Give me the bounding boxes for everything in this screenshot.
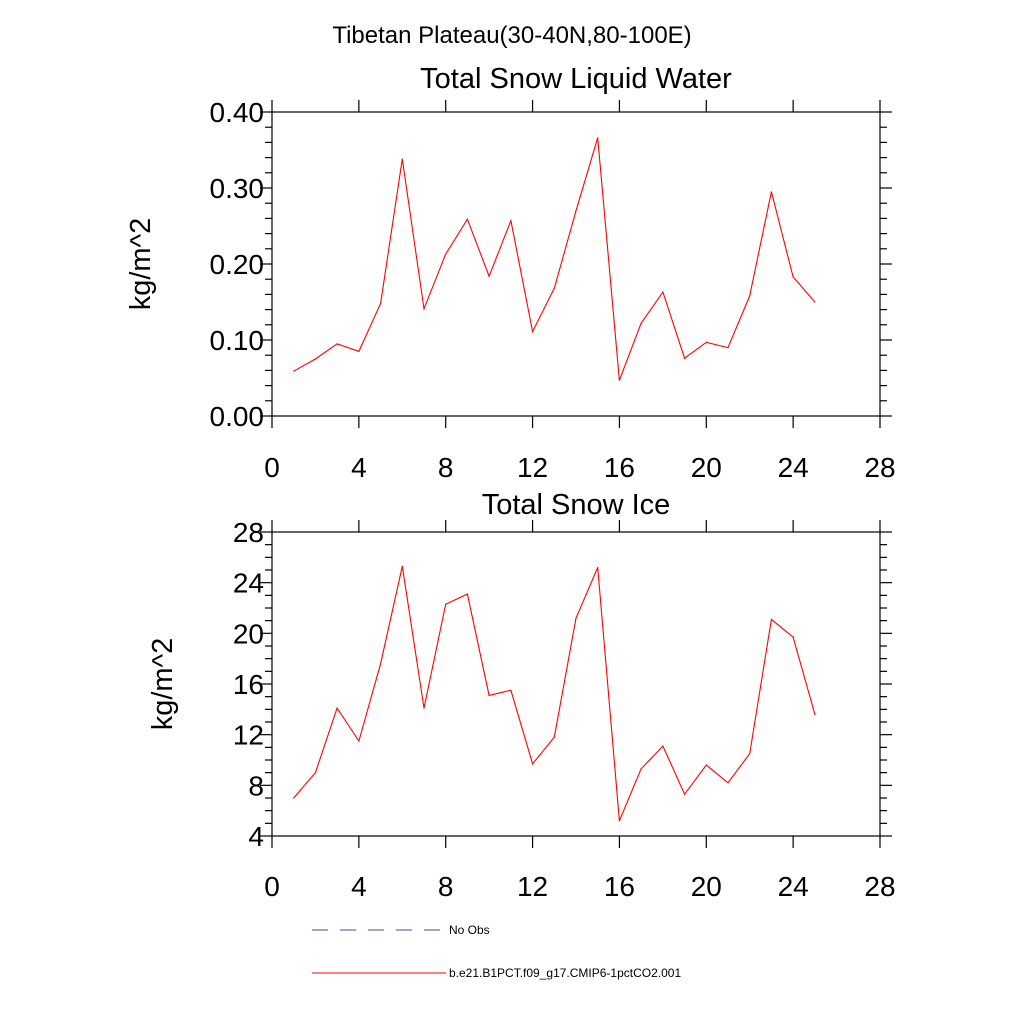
- figure-suptitle: Tibetan Plateau(30-40N,80-100E): [332, 22, 691, 49]
- chart-title: Total Snow Ice: [482, 489, 671, 521]
- data-point: [814, 301, 816, 303]
- data-point: [575, 617, 577, 619]
- x-tick-label: 20: [691, 871, 722, 902]
- data-point: [401, 158, 403, 160]
- data-point: [792, 276, 794, 278]
- data-point: [423, 707, 425, 709]
- y-tick-label: 0.00: [210, 401, 265, 432]
- x-tick-label: 0: [264, 452, 280, 483]
- data-point: [379, 302, 382, 305]
- y-tick-label: 0.20: [210, 249, 265, 280]
- y-tick-label: 4: [248, 821, 264, 852]
- data-point: [683, 793, 686, 795]
- data-point: [705, 341, 707, 343]
- data-point: [640, 768, 642, 770]
- legend-label-model: b.e21.B1PCT.f09_g17.CMIP6-1pctCO2.001: [449, 966, 681, 980]
- y-tick-label: 24: [233, 568, 264, 599]
- data-point: [531, 763, 534, 765]
- data-point: [597, 137, 599, 139]
- x-tick-label: 12: [517, 452, 548, 483]
- x-tick-label: 8: [438, 871, 454, 902]
- y-tick-label: 0.40: [210, 97, 265, 128]
- data-point: [314, 358, 317, 360]
- chart-title: Total Snow Liquid Water: [420, 63, 732, 95]
- data-point: [445, 603, 447, 605]
- data-point: [749, 295, 751, 297]
- data-point: [618, 820, 621, 822]
- x-tick-label: 4: [351, 871, 367, 902]
- series-line: [293, 566, 816, 822]
- data-point: [358, 350, 360, 352]
- data-point: [488, 275, 490, 277]
- y-axis-label: kg/m^2: [125, 218, 157, 311]
- data-point: [553, 287, 555, 289]
- x-tick-label: 0: [264, 871, 280, 902]
- data-point: [466, 593, 469, 595]
- data-point: [662, 291, 664, 293]
- data-point: [814, 713, 816, 716]
- data-point: [575, 210, 577, 212]
- data-point: [597, 566, 599, 569]
- y-tick-label: 16: [233, 669, 264, 700]
- data-point: [401, 565, 403, 567]
- plot-frame: [271, 111, 881, 417]
- data-point: [510, 689, 512, 691]
- data-point: [770, 191, 773, 193]
- x-tick-label: 4: [351, 452, 367, 483]
- y-tick-label: 12: [233, 720, 264, 751]
- x-tick-label: 12: [517, 871, 548, 902]
- x-tick-label: 20: [691, 452, 722, 483]
- data-point: [705, 764, 707, 766]
- y-axis-label: kg/m^2: [147, 638, 179, 731]
- x-tick-label: 28: [864, 452, 895, 483]
- x-tick-label: 24: [778, 871, 809, 902]
- data-point: [379, 663, 382, 665]
- data-point: [662, 745, 664, 747]
- data-point: [423, 308, 425, 310]
- data-point: [727, 347, 729, 349]
- chart-panel-snow-liquid-water: Total Snow Liquid Water kg/m^2 0 4 8 12 16 20 24…: [125, 63, 896, 483]
- x-tick-label: 16: [604, 871, 635, 902]
- x-tick-label: 16: [604, 452, 635, 483]
- data-point: [640, 322, 642, 324]
- data-point: [531, 331, 534, 333]
- legend-label-no-obs: No Obs: [449, 923, 490, 937]
- data-point: [336, 707, 338, 709]
- y-tick-label: 8: [248, 770, 264, 801]
- x-tick-label: 8: [438, 452, 454, 483]
- data-point: [727, 782, 729, 784]
- data-point: [488, 694, 490, 697]
- data-point: [293, 797, 295, 799]
- data-point: [314, 772, 317, 774]
- x-tick-label: 24: [778, 452, 809, 483]
- y-tick-label: 28: [233, 517, 264, 548]
- data-point: [336, 343, 338, 345]
- data-point: [749, 753, 751, 755]
- data-point: [553, 736, 555, 738]
- y-tick-label: 0.10: [210, 325, 265, 356]
- y-tick-label: 0.30: [210, 173, 265, 204]
- data-point: [618, 379, 621, 381]
- x-tick-label: 28: [864, 871, 895, 902]
- y-tick-label: 20: [233, 618, 264, 649]
- data-point: [510, 220, 512, 222]
- data-point: [445, 253, 447, 255]
- data-point: [683, 357, 686, 359]
- data-point: [293, 370, 295, 372]
- data-point: [466, 218, 469, 220]
- plot-frame: [271, 531, 881, 837]
- series-line: [293, 137, 816, 381]
- data-point: [792, 636, 794, 638]
- legend: No Obs b.e21.B1PCT.f09_g17.CMIP6-1pctCO2…: [312, 923, 681, 980]
- data-point: [770, 618, 773, 621]
- data-point: [358, 740, 360, 742]
